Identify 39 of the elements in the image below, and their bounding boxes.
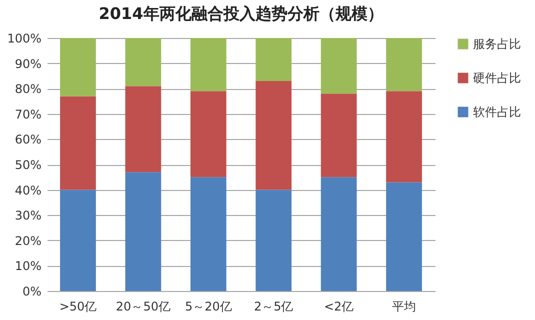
y-tick-label: 60% (14, 132, 42, 147)
bar (320, 38, 357, 94)
legend-label: 软件占比 (473, 105, 521, 119)
y-tick-label: 90% (14, 56, 42, 71)
bar (60, 38, 96, 96)
bar (386, 182, 422, 291)
bar (60, 96, 96, 190)
bar (125, 86, 162, 172)
x-tick-label: 2～5亿 (254, 300, 294, 314)
x-tick-label: 平均 (392, 300, 416, 314)
x-tick-label: <2亿 (324, 300, 354, 314)
bar (190, 38, 226, 92)
y-tick-label: 10% (14, 259, 42, 274)
bar (256, 38, 292, 82)
bar (320, 177, 357, 291)
legend-label: 硬件占比 (473, 71, 521, 85)
bar (125, 172, 162, 291)
bar (60, 190, 96, 291)
x-tick-label: >50亿 (59, 300, 97, 314)
y-tick-label: 0% (22, 284, 42, 298)
y-tick-label: 30% (14, 208, 42, 223)
bar (190, 91, 226, 178)
bar (256, 190, 292, 291)
legend-label: 服务占比 (473, 37, 521, 51)
y-tick-label: 40% (14, 183, 42, 198)
chart-title: 2014年两化融合投入趋势分析（规模） (98, 4, 384, 23)
y-tick-label: 50% (14, 158, 42, 172)
bar (386, 91, 422, 182)
bar (320, 94, 357, 178)
bar (125, 38, 162, 86)
x-tick-label: 5～20亿 (184, 300, 232, 314)
y-tick-label: 70% (14, 107, 42, 122)
x-tick-label: 20～50亿 (116, 300, 170, 314)
y-tick-label: 80% (14, 82, 42, 96)
bar (190, 177, 226, 291)
bar (386, 38, 422, 92)
y-tick-label: 20% (14, 234, 42, 248)
y-tick-label: 100% (7, 32, 42, 46)
bar (256, 81, 292, 190)
